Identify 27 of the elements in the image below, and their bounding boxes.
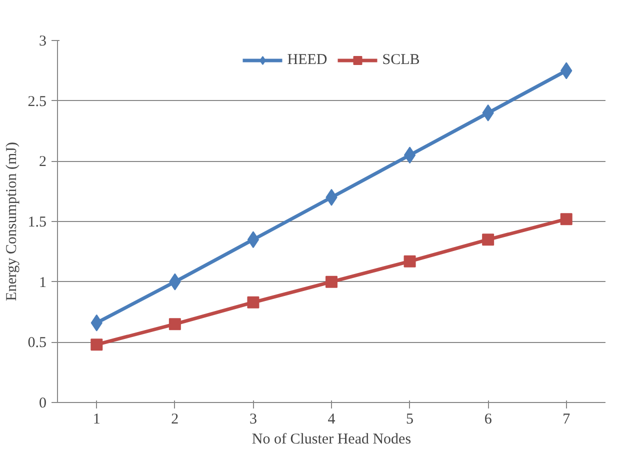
y-tick-label: 0.5 (28, 335, 46, 352)
point (326, 276, 338, 288)
y-tick-label: 2 (39, 154, 46, 170)
point (168, 318, 181, 330)
y-tick-label: 2.5 (28, 94, 46, 110)
x-tick-label: 6 (484, 412, 492, 428)
point (247, 296, 260, 308)
x-tick-label: 7 (562, 412, 571, 428)
x-axis-title: No of Cluster Head Nodes (252, 432, 412, 448)
x-tick-label: 1 (92, 412, 100, 428)
point (404, 146, 416, 164)
x-tick-label: 4 (328, 412, 336, 428)
legend-label: HEED (287, 52, 328, 68)
point (482, 234, 494, 246)
y-tick-label: 0 (39, 396, 46, 412)
y-tick-label: 3 (39, 34, 46, 50)
point (247, 231, 260, 248)
x-tick-label: 2 (171, 412, 179, 428)
point (560, 213, 572, 226)
point (404, 255, 416, 268)
y-tick-label: 1 (39, 274, 46, 291)
point (90, 338, 103, 351)
x-tick-label: 5 (406, 412, 414, 428)
y-axis-title: Energy Consumption (mJ) (4, 142, 20, 301)
x-tick-label: 3 (249, 412, 257, 428)
legend-label: SCLB (382, 52, 420, 68)
y-tick-label: 1.5 (28, 214, 46, 230)
